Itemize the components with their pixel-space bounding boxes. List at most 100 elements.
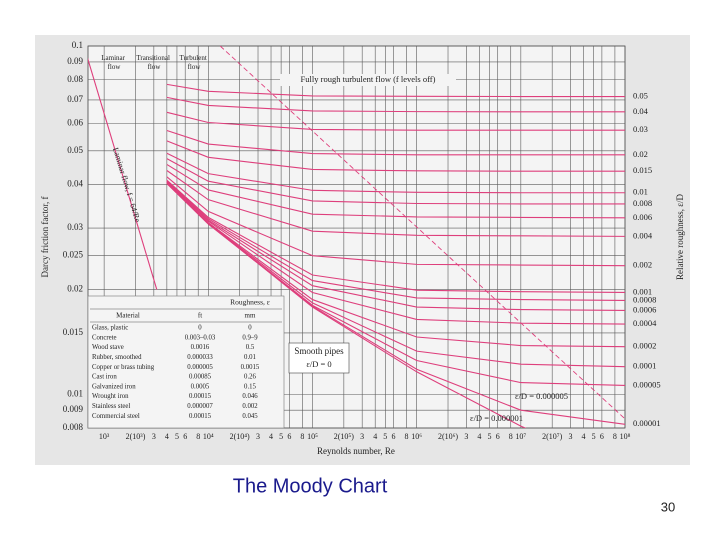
y-tick-label: 0.09 [67,56,83,66]
friction-curve [166,158,625,205]
x-tick-label: 10⁴ [203,432,214,441]
roughness-label: 0.00001 [633,418,661,428]
x-tick-label: 3 [569,432,573,441]
y-tick-label: 0.015 [63,327,84,337]
x-tick-label: 4 [582,432,586,441]
annotation-box [288,342,350,374]
annotation: Transitional flow [136,54,171,71]
annotation-bg [280,74,456,86]
y-tick-label: 0.04 [67,179,83,189]
x-tick-label: 2(10⁴) [230,432,250,441]
table-cell: Galvanized iron [92,383,136,390]
x-tick-label: 5 [592,432,596,441]
x-tick-label: 8 [509,432,513,441]
roughness-label: 0.015 [633,165,652,175]
x-tick-label: 8 [405,432,409,441]
friction-curve [88,57,158,290]
roughness-label: 0.0008 [633,294,656,304]
roughness-label: 0.001 [633,286,652,296]
x-tick-label: 5 [175,432,179,441]
x-tick-label: 6 [496,432,500,441]
y-tick-label: 0.06 [67,117,83,127]
table-cell: 0.000005 [187,364,213,371]
table-cell: 0.5 [246,344,255,351]
roughness-label: 0.0004 [633,318,657,328]
y-tick-label: 0.02 [67,283,83,293]
series-label: Smooth pipes [294,346,344,356]
x-tick-label: 10⁶ [411,432,422,441]
x-tick-label: 6 [183,432,187,441]
x-tick-label: 4 [477,432,481,441]
roughness-label: 0.01 [633,187,648,197]
y-tick-label: 0.009 [63,404,84,414]
y-tick-label: 0.008 [63,422,84,432]
roughness-table [87,295,285,429]
x-tick-label: 4 [165,432,169,441]
x-tick-label: 3 [360,432,364,441]
x-tick-label: 5 [487,432,491,441]
friction-curve [166,152,625,194]
x-tick-label: 3 [464,432,468,441]
boundary-line [219,46,625,420]
roughness-label: 0.02 [633,149,648,159]
table-cell: Copper or brass tubing [92,364,155,371]
roughness-label: 0.0002 [633,341,656,351]
x-tick-label: 8 [196,432,200,441]
table-cell: 0.15 [244,383,256,390]
annotation: Laminar flow [101,54,126,71]
x-tick-label: 6 [287,432,291,441]
roughness-label: 0.03 [633,124,648,134]
y-tick-label: 0.05 [67,145,83,155]
table-cell: 0 [198,325,202,332]
table-cell: 0.00085 [189,374,212,381]
roughness-label: 0.002 [633,260,652,270]
table-cell: Wrought iron [92,393,129,400]
table-header: mm [245,312,256,320]
friction-curve [166,176,625,267]
table-cell: Stainless steel [92,403,130,410]
y-tick-label: 0.03 [67,222,83,232]
table-cell: 0.003–0.03 [185,334,216,341]
x-tick-label: 2(10³) [126,432,146,441]
table-header: ft [198,312,202,320]
friction-curve [166,179,625,294]
table-cell: 0.01 [244,354,256,361]
roughness-label: 0.006 [633,212,652,222]
friction-curve [166,180,625,301]
x-tick-label: 4 [373,432,377,441]
friction-curve [166,129,625,156]
x-tick-label: 10³ [99,432,110,441]
x-axis-title: Reynolds number, Re [317,446,395,456]
table-cell: 0.000033 [187,354,213,361]
x-tick-label: 10⁷ [515,432,526,441]
table-cell: 0.9–9 [242,334,258,341]
table-cell: 0.045 [242,413,258,420]
table-cell: 0.046 [242,393,258,400]
x-tick-label: 3 [256,432,260,441]
page-number: 30 [661,499,675,514]
table-cell: 0.0015 [241,364,260,371]
x-tick-label: 3 [152,432,156,441]
table-cell: Wood stave [92,344,124,351]
friction-curve [166,96,625,113]
annotation: ε/D = 0 [306,359,331,369]
table-cell: 0.00015 [189,413,212,420]
x-tick-label: 6 [600,432,604,441]
x-tick-label: 5 [383,432,387,441]
annotation: ε/D = 0.000005 [515,391,568,401]
table-title: Roughness, ε [230,298,270,307]
friction-curve [166,140,625,172]
y-tick-label: 0.07 [67,94,83,104]
y-axis-title: Darcy friction factor, f [40,196,50,277]
x-tick-label: 10⁵ [307,432,318,441]
table-cell: 0.000007 [187,403,213,410]
x-tick-label: 8 [300,432,304,441]
table-cell: 0.0005 [191,383,210,390]
roughness-label: 0.04 [633,106,649,116]
roughness-label: 0.0006 [633,304,656,314]
x-tick-label: 2(10⁵) [334,432,354,441]
table-cell: 0.26 [244,374,256,381]
y-tick-label: 0.08 [67,74,83,84]
y-tick-label: 0.01 [67,388,83,398]
